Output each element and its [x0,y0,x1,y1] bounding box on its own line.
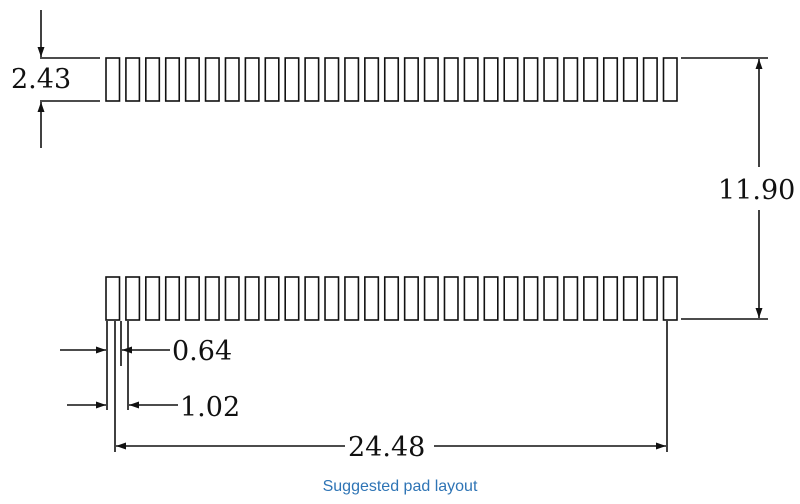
row-spacing-dimension [681,57,768,320]
pad-length-label: 2.43 [11,64,71,95]
pad-width-dimension [60,321,170,410]
pad [125,276,141,321]
pad [264,276,280,321]
pad [443,276,459,321]
pad [443,57,459,102]
pad [184,57,200,102]
pad [145,276,161,321]
pad [204,57,220,102]
pad [204,276,220,321]
pad [244,57,260,102]
pad [184,276,200,321]
pad [264,57,280,102]
pad [364,276,380,321]
pad [483,57,499,102]
pad [503,276,519,321]
overall-length-dimension [114,321,668,452]
pad [662,57,678,102]
figure-caption: Suggested pad layout [322,478,478,495]
pad [463,57,479,102]
pad [304,276,320,321]
pad [583,276,599,321]
pad [423,57,439,102]
pad [423,276,439,321]
pad-layout-drawing: 2.43 11.90 0.64 1.02 24.48 [11,10,795,463]
pad [324,276,340,321]
pad [642,276,658,321]
pad [403,57,419,102]
pad [523,57,539,102]
pad [383,57,400,102]
pad [563,276,579,321]
pad [105,276,121,321]
pad [364,57,380,102]
pad [164,57,181,102]
pad [164,276,181,321]
pad [304,57,320,102]
pad [563,57,579,102]
bottom-pad-row [105,276,678,321]
pad [523,276,539,321]
pad [503,57,519,102]
pad [463,276,479,321]
pad [383,276,400,321]
pad [602,276,619,321]
pad [344,276,360,321]
pad-pitch-label: 1.02 [180,392,240,423]
top-pad-row [105,57,678,102]
pad [543,276,559,321]
pad [622,57,638,102]
pad [583,57,599,102]
pad [125,57,141,102]
pad [543,57,559,102]
pad [602,57,619,102]
pad [284,57,300,102]
pad [284,276,300,321]
pad [324,57,340,102]
row-spacing-label: 11.90 [718,175,795,206]
pad-width-label: 0.64 [172,336,232,367]
pad-length-dimension [37,10,100,148]
overall-length-label: 24.48 [348,432,425,463]
pad [224,57,240,102]
pad [244,276,260,321]
pad [145,57,161,102]
pad [662,276,678,321]
pad [344,57,360,102]
pad [622,276,638,321]
pad [224,276,240,321]
pad [403,276,419,321]
pad [642,57,658,102]
pad [105,57,121,102]
pad [483,276,499,321]
